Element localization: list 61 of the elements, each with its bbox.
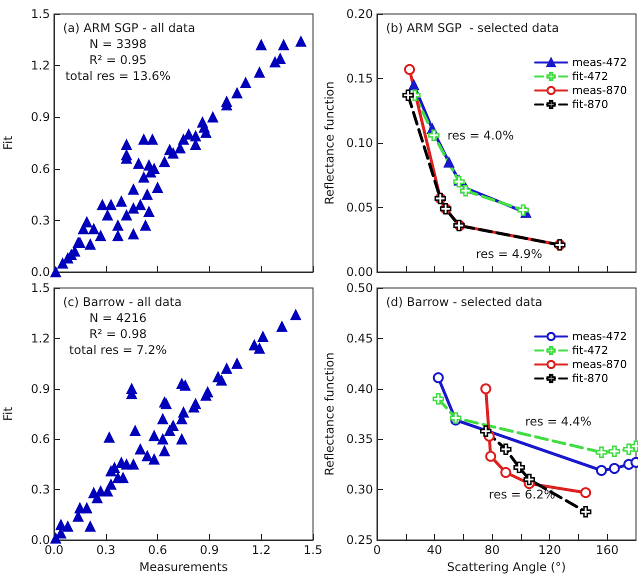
y-axis-title: Fit	[1, 136, 15, 150]
y-tick-label: 1.2	[30, 331, 50, 346]
annotation: res = 6.2%	[488, 488, 556, 502]
text: (b) ARM SGP - selected data	[386, 21, 559, 35]
legend-label: fit-472	[572, 344, 608, 357]
y-tick-label: 0.3	[30, 482, 50, 497]
y-tick-label: 0.6	[30, 432, 50, 446]
y-tick-label: 0.25	[346, 533, 373, 547]
y-axis-title: Fit	[1, 406, 15, 422]
text: (c) Barrow - all data	[63, 295, 182, 309]
y-tick-label: 0.9	[30, 110, 50, 124]
y-tick-label: 0.3	[30, 213, 50, 228]
x-tick-label: 1.5	[303, 543, 323, 557]
y-tick-label: 0.35	[346, 432, 373, 446]
annotation: total res = 13.6%	[65, 69, 171, 83]
legend-label: meas-870	[572, 84, 627, 97]
y-tick-label: 1.5	[30, 281, 50, 295]
x-axis-title: Scattering Angle (°)	[447, 560, 566, 574]
y-tick-label: 0.15	[346, 72, 373, 86]
y-tick-label: 0.40	[346, 382, 373, 396]
annotation: N = 4216	[89, 311, 147, 325]
annotation: res = 4.4%	[525, 414, 592, 429]
x-tick-label: 0	[373, 543, 381, 557]
legend-label: meas-870	[572, 358, 627, 371]
annotation: R² = 0.95	[89, 53, 147, 67]
x-tick-label: 0.3	[96, 543, 116, 557]
legend-label: fit-870	[572, 98, 608, 111]
annotation: total res = 7.2%	[69, 343, 167, 357]
x-tick-label: 0.0	[44, 543, 64, 557]
legend-label: meas-472	[572, 330, 627, 343]
y-tick-label: 0.10	[346, 136, 373, 150]
y-axis-title: Reflectance function	[322, 81, 336, 205]
text: (d) Barrow - selected data	[386, 295, 542, 309]
text: (a) ARM SGP - all data	[63, 21, 196, 35]
y-tick-label: 0.9	[30, 382, 50, 396]
legend-label: fit-870	[572, 372, 608, 385]
y-tick-label: 0.6	[30, 162, 50, 176]
annotation: res = 4.0%	[447, 128, 514, 142]
y-axis-title: Reflectance function	[322, 352, 336, 476]
y-tick-label: 0.50	[346, 281, 373, 295]
x-tick-label: 40	[426, 543, 442, 557]
x-axis-title: Measurements	[139, 560, 228, 574]
y-tick-label: 0.00	[346, 265, 373, 279]
x-tick-label: 160	[596, 543, 619, 557]
annotation: R² = 0.98	[89, 327, 147, 341]
x-tick-label: 120	[538, 543, 562, 557]
y-tick-label: 0.05	[346, 200, 373, 214]
x-tick-label: 0.6	[148, 543, 168, 557]
legend-label: meas-472	[572, 56, 627, 69]
y-tick-label: 0.0	[30, 265, 50, 279]
x-tick-label: 0.9	[200, 543, 219, 557]
legend-label: fit-472	[572, 70, 608, 83]
x-tick-label: 80	[484, 543, 500, 557]
y-tick-label: 0.30	[346, 482, 373, 497]
y-tick-label: 0.20	[346, 7, 373, 21]
y-tick-label: 1.2	[30, 58, 50, 73]
annotation: N = 3398	[89, 37, 147, 51]
x-tick-label: 1.2	[252, 543, 271, 557]
y-tick-label: 1.5	[30, 7, 50, 21]
annotation: res = 4.9%	[476, 246, 542, 261]
y-tick-label: 0.45	[346, 331, 373, 346]
